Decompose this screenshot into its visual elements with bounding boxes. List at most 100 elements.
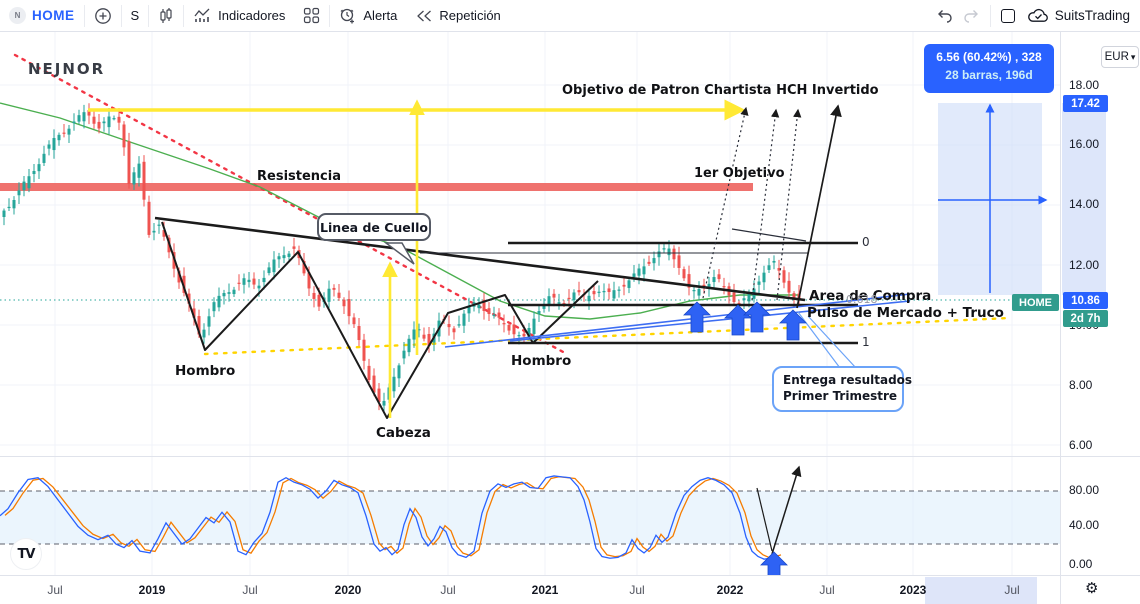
blue-trendlines [444, 293, 911, 369]
price-tick-label: 8.00 [1069, 378, 1093, 392]
neckline-callout-bubble[interactable]: Linea de Cuello [317, 213, 431, 241]
watermark-symbol: NEJNOR [28, 60, 106, 78]
toolbar-separator [83, 4, 85, 27]
chart-style-button[interactable] [149, 7, 183, 25]
measure-bars: 28 barras, 196d [945, 68, 1033, 82]
axis-selection-band [1062, 103, 1106, 295]
cloud-check-icon [1027, 8, 1048, 22]
interval-button[interactable]: S [122, 8, 149, 23]
candlestick-icon [160, 7, 172, 23]
price-line-symbol-badge: HOME [1012, 294, 1059, 311]
toolbar-separator [329, 4, 331, 27]
chevron-down-icon: ▾ [1130, 51, 1136, 62]
pattern-trendlines [154, 216, 858, 419]
price-axis-badge: 2d 7h [1063, 310, 1108, 327]
settings-gear-icon[interactable]: ⚙ [1085, 580, 1099, 597]
time-tick-label: Jul [819, 583, 835, 597]
head-label: Cabeza [376, 425, 431, 441]
results-callout-bubble[interactable]: Entrega resultados Primer Trimestre [772, 366, 912, 412]
fullscreen-layout-icon[interactable] [1000, 8, 1015, 23]
time-tick-label: Jul [47, 583, 63, 597]
blue-up-arrow [743, 301, 771, 333]
grid-layout-icon [304, 7, 320, 24]
axis-corner-separator [1060, 576, 1061, 604]
stochastic-panel-decor [0, 490, 1060, 545]
tradingview-logo[interactable]: TV [10, 538, 42, 570]
neckline-callout-text: Linea de Cuello [320, 219, 428, 235]
time-tick-label: Jul [242, 583, 258, 597]
moving-average-line [0, 102, 800, 320]
indicators-label: Indicadores [218, 8, 286, 23]
price-axis-badge: 10.86 [1063, 292, 1108, 309]
left-shoulder: Hombro [175, 363, 236, 379]
candlestick-series [2, 103, 801, 414]
chart-canvas[interactable] [0, 32, 1060, 575]
stochastic-lines [0, 465, 802, 575]
indicators-button[interactable]: Indicadores [184, 7, 294, 24]
price-axis-badge: 17.42 [1063, 95, 1108, 112]
symbol-selector[interactable]: N HOME [0, 7, 84, 24]
alert-clock-icon [340, 8, 355, 23]
chart-area[interactable]: NEJNOR Objetivo de Patron Chartista HCH I… [0, 32, 1060, 575]
symbol-compare-add-button[interactable] [85, 7, 121, 25]
replay-label: Repetición [439, 8, 501, 23]
resistance-label: Resistencia [257, 169, 341, 184]
replay-rewind-icon [417, 10, 432, 21]
undo-arrow-icon [937, 9, 952, 23]
right-shoulder: Hombro [511, 353, 572, 369]
blue-up-arrow [760, 551, 788, 575]
blue-up-arrow [724, 304, 752, 336]
price-tick-label: 80.00 [1069, 483, 1100, 497]
results-line2: Primer Trimestre [783, 389, 898, 403]
fib-1-label: 1 [862, 335, 870, 349]
bubble-tail [383, 242, 415, 265]
resistance-zone [0, 183, 753, 191]
results-line1: Entrega resultados [783, 373, 913, 388]
price-tick-label: 16.00 [1069, 137, 1100, 151]
price-tick-label: 6.00 [1069, 438, 1093, 452]
price-tick-label: 18.00 [1069, 78, 1100, 92]
blue-up-arrow [779, 309, 807, 341]
buy-area: Area de Compra [809, 288, 932, 304]
currency-label: EUR [1104, 51, 1129, 63]
alert-label: Alerta [363, 8, 398, 23]
toolbar-separator [183, 4, 185, 27]
alert-button[interactable]: Alerta [330, 7, 406, 25]
plus-circle-icon [94, 7, 111, 24]
price-tick-label: 14.00 [1069, 197, 1100, 211]
toolbar-separator [989, 4, 991, 27]
replay-button[interactable]: Repetición [406, 8, 509, 23]
time-tick-label: 2021 [531, 583, 559, 597]
time-axis[interactable]: Jul 2019 Jul 2020 Jul 2021 Jul 2022 Jul 2023 Jul ⚙ [0, 575, 1140, 604]
buy-signal-arrows [683, 301, 807, 341]
measure-change: 6.56 (60.42%) , 328 [936, 50, 1042, 64]
fib-0-label: 0 [862, 235, 870, 249]
market-pulse: Pulso de Mercado + Truco [807, 305, 1004, 321]
layout-grid-button[interactable] [294, 7, 329, 24]
panel-divider[interactable] [0, 456, 1140, 457]
measurement-info-box[interactable]: 6.56 (60.42%) , 328 28 barras, 196d [924, 44, 1054, 93]
cloud-account-button[interactable]: SuitsTrading [1025, 8, 1130, 23]
time-tick-label: Jul [440, 583, 456, 597]
time-tick-label: Jul [1004, 583, 1020, 597]
undo-button[interactable] [936, 9, 953, 23]
resistance-band [0, 183, 753, 191]
grid-lines [0, 32, 1060, 575]
currency-toggle-button[interactable]: EUR ▾ [1101, 46, 1139, 68]
redo-arrow-icon [964, 9, 978, 23]
blue-up-arrow [683, 301, 711, 333]
brand-name: SuitsTrading [1054, 8, 1130, 23]
price-tick-label: 12.00 [1069, 258, 1100, 272]
interval-label: S [130, 8, 140, 23]
price-tick-label: 0.00 [1069, 557, 1093, 571]
symbol-name[interactable]: HOME [32, 8, 75, 23]
fib-618-label: 0.618 [846, 293, 878, 306]
redo-button[interactable] [963, 9, 980, 23]
price-axis[interactable]: EUR ▾ 18.0016.0014.0012.0010.008.006.008… [1060, 32, 1140, 575]
first-target: 1er Objetivo [694, 166, 785, 181]
time-tick-label: 2020 [334, 583, 362, 597]
top-toolbar: N HOME S Indicadores Alerta Repet [0, 0, 1140, 32]
target-title: Objetivo de Patron Chartista HCH Inverti… [562, 83, 879, 98]
toolbar-separator [120, 4, 122, 27]
